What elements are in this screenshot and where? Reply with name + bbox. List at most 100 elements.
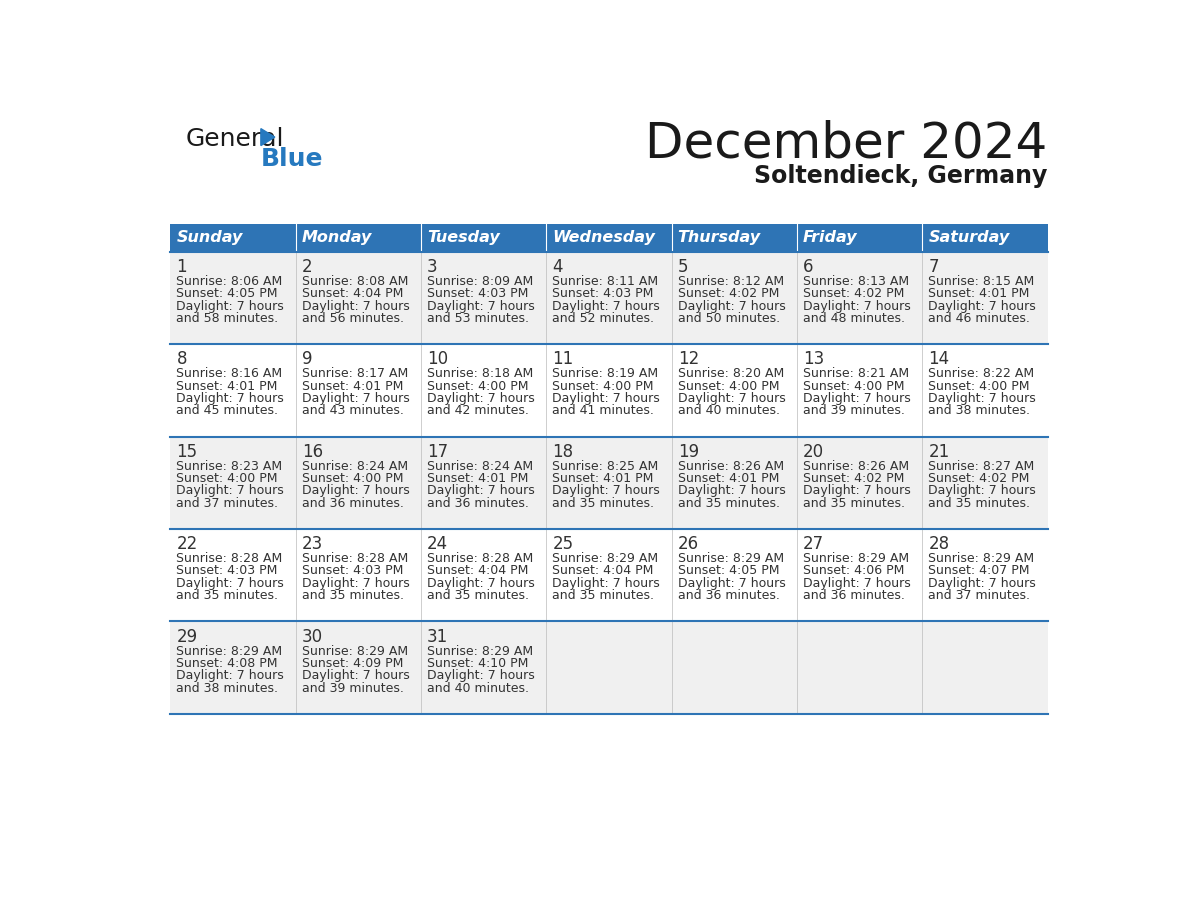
Text: 10: 10 xyxy=(426,351,448,368)
Text: 11: 11 xyxy=(552,351,574,368)
Bar xyxy=(797,224,922,252)
Text: 20: 20 xyxy=(803,442,824,461)
Text: Sunrise: 8:12 AM: Sunrise: 8:12 AM xyxy=(677,274,784,288)
Text: Daylight: 7 hours: Daylight: 7 hours xyxy=(426,299,535,313)
Text: Sunset: 4:00 PM: Sunset: 4:00 PM xyxy=(426,380,529,393)
Text: and 40 minutes.: and 40 minutes. xyxy=(426,681,529,695)
Text: 29: 29 xyxy=(176,628,197,645)
Text: Sunset: 4:04 PM: Sunset: 4:04 PM xyxy=(426,565,529,577)
Text: 23: 23 xyxy=(302,535,323,554)
Text: and 53 minutes.: and 53 minutes. xyxy=(426,312,529,325)
Text: and 58 minutes.: and 58 minutes. xyxy=(176,312,278,325)
Text: Daylight: 7 hours: Daylight: 7 hours xyxy=(552,392,661,405)
Text: Sunrise: 8:18 AM: Sunrise: 8:18 AM xyxy=(426,367,533,380)
Text: and 35 minutes.: and 35 minutes. xyxy=(426,589,529,602)
Text: Daylight: 7 hours: Daylight: 7 hours xyxy=(803,577,911,589)
Text: Sunset: 4:01 PM: Sunset: 4:01 PM xyxy=(928,287,1030,300)
Text: 14: 14 xyxy=(928,351,949,368)
Text: 13: 13 xyxy=(803,351,824,368)
Text: Blue: Blue xyxy=(261,147,323,171)
Text: Daylight: 7 hours: Daylight: 7 hours xyxy=(677,392,785,405)
Text: Sunset: 4:07 PM: Sunset: 4:07 PM xyxy=(928,565,1030,577)
Text: Daylight: 7 hours: Daylight: 7 hours xyxy=(426,485,535,498)
Text: Sunrise: 8:23 AM: Sunrise: 8:23 AM xyxy=(176,460,283,473)
Text: Sunset: 4:01 PM: Sunset: 4:01 PM xyxy=(552,472,653,485)
Text: Daylight: 7 hours: Daylight: 7 hours xyxy=(302,392,410,405)
Text: Sunset: 4:00 PM: Sunset: 4:00 PM xyxy=(302,472,403,485)
Text: Daylight: 7 hours: Daylight: 7 hours xyxy=(928,299,1036,313)
Text: 19: 19 xyxy=(677,442,699,461)
Text: Sunrise: 8:16 AM: Sunrise: 8:16 AM xyxy=(176,367,283,380)
Bar xyxy=(170,344,1048,437)
Text: Sunset: 4:05 PM: Sunset: 4:05 PM xyxy=(677,565,779,577)
Text: Daylight: 7 hours: Daylight: 7 hours xyxy=(552,577,661,589)
Text: Sunrise: 8:29 AM: Sunrise: 8:29 AM xyxy=(302,644,407,657)
Text: Daylight: 7 hours: Daylight: 7 hours xyxy=(302,577,410,589)
Text: Daylight: 7 hours: Daylight: 7 hours xyxy=(928,485,1036,498)
Text: December 2024: December 2024 xyxy=(645,119,1048,167)
Text: Sunset: 4:01 PM: Sunset: 4:01 PM xyxy=(426,472,529,485)
Text: 25: 25 xyxy=(552,535,574,554)
Text: Sunset: 4:01 PM: Sunset: 4:01 PM xyxy=(677,472,779,485)
Text: Sunrise: 8:08 AM: Sunrise: 8:08 AM xyxy=(302,274,409,288)
Text: Sunset: 4:03 PM: Sunset: 4:03 PM xyxy=(552,287,653,300)
Text: Sunset: 4:01 PM: Sunset: 4:01 PM xyxy=(302,380,403,393)
Text: Sunset: 4:09 PM: Sunset: 4:09 PM xyxy=(302,657,403,670)
Text: and 39 minutes.: and 39 minutes. xyxy=(302,681,404,695)
Text: Friday: Friday xyxy=(803,230,858,245)
Text: and 37 minutes.: and 37 minutes. xyxy=(176,497,278,509)
Text: Sunset: 4:03 PM: Sunset: 4:03 PM xyxy=(426,287,529,300)
Text: Thursday: Thursday xyxy=(677,230,760,245)
Text: Daylight: 7 hours: Daylight: 7 hours xyxy=(176,669,284,682)
Text: Daylight: 7 hours: Daylight: 7 hours xyxy=(176,485,284,498)
Text: Daylight: 7 hours: Daylight: 7 hours xyxy=(677,485,785,498)
Text: 21: 21 xyxy=(928,442,949,461)
Text: 22: 22 xyxy=(176,535,197,554)
Text: Sunrise: 8:25 AM: Sunrise: 8:25 AM xyxy=(552,460,658,473)
Text: Sunrise: 8:29 AM: Sunrise: 8:29 AM xyxy=(677,552,784,565)
Text: and 35 minutes.: and 35 minutes. xyxy=(176,589,278,602)
Bar xyxy=(170,437,1048,529)
Text: Sunday: Sunday xyxy=(176,230,242,245)
Text: Sunrise: 8:29 AM: Sunrise: 8:29 AM xyxy=(803,552,909,565)
Text: Daylight: 7 hours: Daylight: 7 hours xyxy=(803,485,911,498)
Text: Sunrise: 8:28 AM: Sunrise: 8:28 AM xyxy=(302,552,407,565)
Polygon shape xyxy=(261,129,274,146)
Text: 31: 31 xyxy=(426,628,448,645)
Text: and 36 minutes.: and 36 minutes. xyxy=(803,589,905,602)
Text: and 46 minutes.: and 46 minutes. xyxy=(928,312,1030,325)
Text: Sunset: 4:10 PM: Sunset: 4:10 PM xyxy=(426,657,529,670)
Text: Sunrise: 8:06 AM: Sunrise: 8:06 AM xyxy=(176,274,283,288)
Text: and 36 minutes.: and 36 minutes. xyxy=(426,497,529,509)
Text: Sunset: 4:08 PM: Sunset: 4:08 PM xyxy=(176,657,278,670)
Text: Sunrise: 8:24 AM: Sunrise: 8:24 AM xyxy=(302,460,407,473)
Text: 4: 4 xyxy=(552,258,563,276)
Text: Daylight: 7 hours: Daylight: 7 hours xyxy=(803,299,911,313)
Text: Sunset: 4:05 PM: Sunset: 4:05 PM xyxy=(176,287,278,300)
Text: 5: 5 xyxy=(677,258,688,276)
Text: and 36 minutes.: and 36 minutes. xyxy=(677,589,779,602)
Text: 17: 17 xyxy=(426,442,448,461)
Text: Daylight: 7 hours: Daylight: 7 hours xyxy=(426,669,535,682)
Text: and 36 minutes.: and 36 minutes. xyxy=(302,497,404,509)
Text: 15: 15 xyxy=(176,442,197,461)
Text: 12: 12 xyxy=(677,351,699,368)
Bar xyxy=(546,224,671,252)
Text: 1: 1 xyxy=(176,258,187,276)
Text: Sunrise: 8:29 AM: Sunrise: 8:29 AM xyxy=(426,644,533,657)
Text: 8: 8 xyxy=(176,351,187,368)
Text: and 39 minutes.: and 39 minutes. xyxy=(803,404,905,418)
Text: Sunset: 4:00 PM: Sunset: 4:00 PM xyxy=(803,380,904,393)
Text: Sunrise: 8:26 AM: Sunrise: 8:26 AM xyxy=(677,460,784,473)
Text: and 52 minutes.: and 52 minutes. xyxy=(552,312,655,325)
Text: and 43 minutes.: and 43 minutes. xyxy=(302,404,404,418)
Text: Daylight: 7 hours: Daylight: 7 hours xyxy=(302,485,410,498)
Text: and 37 minutes.: and 37 minutes. xyxy=(928,589,1030,602)
Text: and 41 minutes.: and 41 minutes. xyxy=(552,404,655,418)
Bar xyxy=(170,224,296,252)
Bar xyxy=(671,224,797,252)
Text: Sunset: 4:00 PM: Sunset: 4:00 PM xyxy=(176,472,278,485)
Text: 9: 9 xyxy=(302,351,312,368)
Text: Sunset: 4:03 PM: Sunset: 4:03 PM xyxy=(176,565,278,577)
Text: Daylight: 7 hours: Daylight: 7 hours xyxy=(677,299,785,313)
